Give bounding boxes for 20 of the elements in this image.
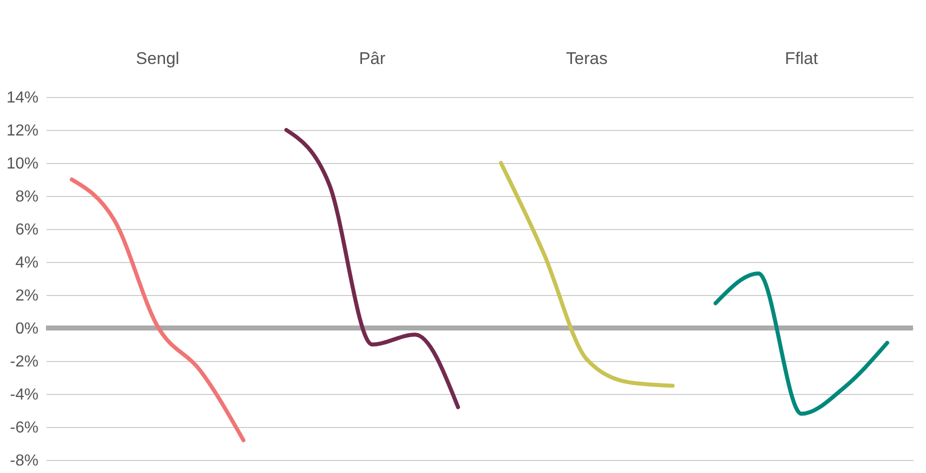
y-tick-label: 2% — [15, 288, 38, 304]
text: Pâr — [358, 49, 386, 68]
text: Fflat — [784, 49, 818, 68]
text: Teras — [566, 49, 608, 68]
y-tick-label: 6% — [15, 222, 38, 238]
line-series — [714, 272, 890, 416]
y-tick-label: -8% — [10, 452, 38, 470]
y-tick-label: 12% — [6, 122, 38, 140]
y-tick-label: 0% — [15, 320, 38, 338]
text: Sengl — [136, 49, 180, 68]
line-series — [284, 128, 460, 410]
y-tick-label: -6% — [10, 420, 38, 436]
line-series — [70, 178, 246, 442]
y-tick-label: 14% — [6, 90, 38, 106]
y-tick-label: -4% — [10, 386, 38, 404]
y-tick-label: 10% — [6, 156, 38, 172]
y-tick-label: -2% — [10, 354, 38, 370]
y-tick-label: 4% — [15, 254, 38, 272]
line-series — [498, 161, 675, 388]
y-tick-label: 8% — [15, 188, 38, 206]
